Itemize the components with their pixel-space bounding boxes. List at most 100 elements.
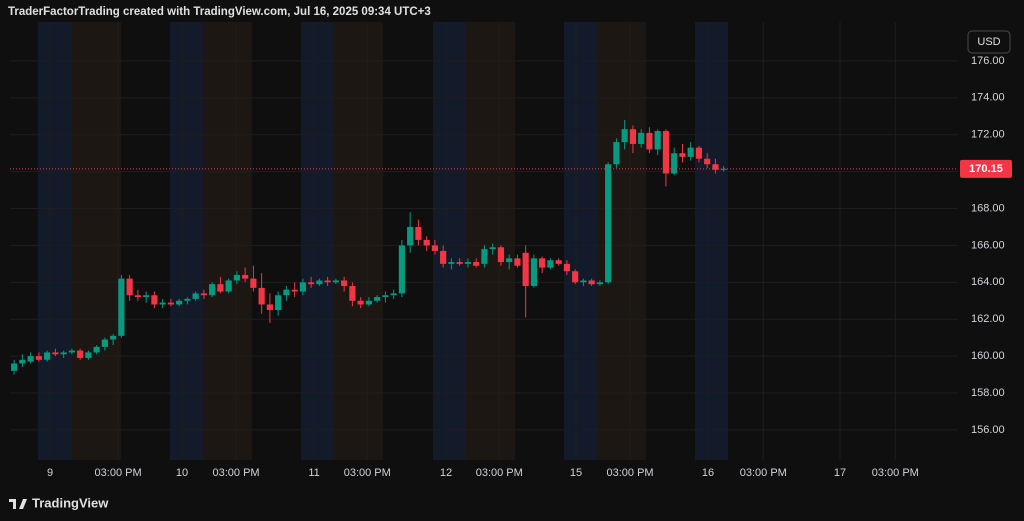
candle-body [522,252,529,287]
x-tick-label: 03:00 PM [213,467,260,479]
last-price-label: 170.15 [969,163,1003,175]
candle-body [233,274,240,281]
candle-body [266,304,273,311]
candle-body [374,297,381,301]
candle-body [250,278,257,288]
candle-body [555,260,562,264]
candle-body [299,282,306,292]
candle-body [464,262,472,264]
candle-body [539,258,546,268]
candle-body [390,293,397,296]
candle-body [176,300,183,305]
candle-body [126,278,133,296]
candle-body [695,147,703,159]
candle-body [530,258,538,287]
candle-body [605,164,612,283]
candle-body [448,262,455,264]
candle-body [134,295,141,298]
candle-body [654,131,661,150]
candle-body [159,302,166,305]
candle-body [407,226,414,246]
x-tick-label: 11 [308,467,319,479]
candle-body [35,356,42,360]
candle-body [341,280,348,287]
x-tick-label: 17 [834,467,846,479]
candle-body [242,274,249,279]
candle-body [613,142,620,165]
candle-body [415,226,422,240]
candle-body [192,293,199,299]
y-tick-label: 158.00 [971,387,1005,399]
x-tick-label: 03:00 PM [740,467,787,479]
x-tick-label: 15 [570,467,582,479]
candle-body [423,239,430,246]
y-tick-label: 160.00 [971,350,1005,362]
candle-body [572,271,579,283]
candle-body [324,280,331,283]
candle-body [275,295,282,311]
candle-body [27,356,34,362]
candle-body [19,359,26,364]
candle-body [217,284,224,292]
candle-body [638,132,645,144]
y-tick-label: 162.00 [971,313,1005,325]
last-price-box [960,159,1012,178]
candle-body [101,339,108,347]
candle-body [514,258,521,266]
x-tick-label: 03:00 PM [95,467,142,479]
y-tick-label: 176.00 [971,55,1005,67]
candle-body [110,335,117,340]
x-tick-label: 10 [176,467,188,479]
candle-body [332,280,339,283]
candle-body [258,287,265,305]
candle-body [440,250,447,264]
y-tick-label: 164.00 [971,276,1005,288]
candle-body [547,260,554,268]
candle-body [580,280,587,283]
candle-body [704,158,711,165]
y-tick-label: 166.00 [971,239,1005,251]
candle-body [184,298,191,301]
candle-body [167,302,174,305]
candle-body [225,280,232,292]
candle-body [52,352,59,355]
y-tick-label: 174.00 [971,92,1005,104]
footer-brand: TradingView [32,495,109,510]
header-text: TraderFactorTrading created with Trading… [8,6,431,18]
candle-body [365,300,372,305]
candle-body [200,293,207,296]
candle-body [720,168,727,170]
currency-box [967,30,1011,54]
candle-body [77,350,84,358]
candle-body [662,131,670,174]
x-tick-label: 9 [47,467,53,479]
candle-body [398,245,405,294]
candle-body [563,263,571,272]
candle-body [687,147,694,157]
candle-body [308,282,315,285]
candle-body [60,352,67,355]
candle-body [44,352,51,360]
candle-body [712,164,719,170]
candle-body [85,352,92,358]
y-tick-label: 172.00 [971,129,1005,141]
candle-body [621,129,628,143]
candle-body [143,295,150,298]
candle-body [489,247,496,250]
candle-body [679,153,686,157]
candle-body [151,295,158,305]
y-tick-label: 156.00 [971,424,1005,436]
currency: USD [977,36,1000,48]
candle-body [671,153,678,174]
candle-body [629,129,637,144]
candle-body [291,289,298,292]
candle-body [93,346,100,353]
candle-body [357,300,364,305]
candle-body [588,280,595,285]
candle-body [456,262,463,264]
candle-body [68,350,75,353]
x-tick-label: 16 [702,467,714,479]
x-tick-label: 03:00 PM [344,467,391,479]
candle-body [431,245,439,251]
x-tick-label: 03:00 PM [606,467,653,479]
